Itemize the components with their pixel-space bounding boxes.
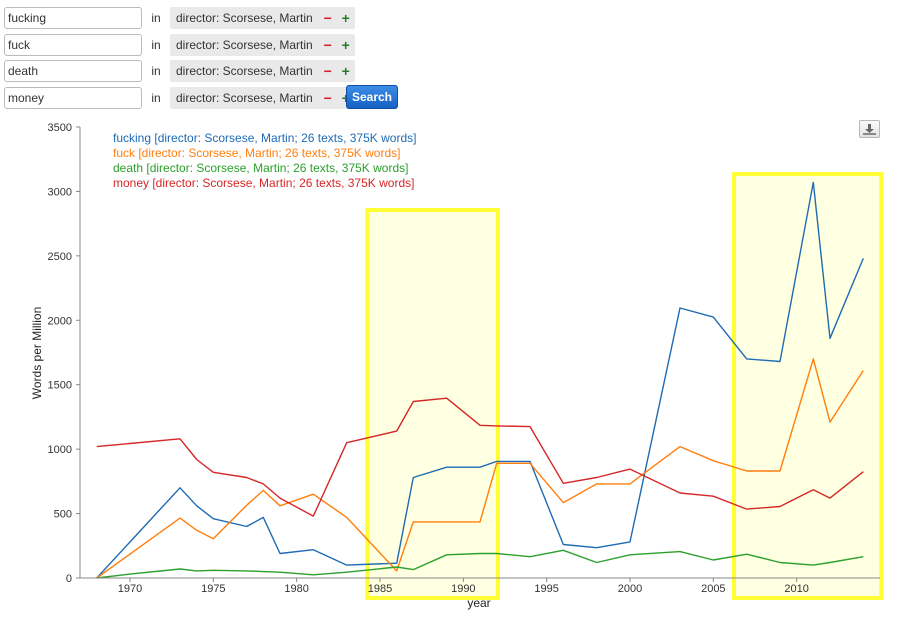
context-selector[interactable]: director: Scorsese, Martin − + [170, 60, 355, 82]
add-row-button[interactable]: + [341, 10, 350, 26]
y-tick-label: 0 [66, 573, 72, 585]
series-line [96, 181, 864, 579]
download-button[interactable] [859, 120, 880, 138]
context-selector[interactable]: director: Scorsese, Martin − + [170, 87, 355, 109]
series-line [96, 358, 864, 579]
add-row-button[interactable]: + [341, 63, 350, 79]
in-label: in [151, 64, 161, 78]
context-selector[interactable]: director: Scorsese, Martin − + [170, 7, 355, 29]
x-tick-label: 1980 [284, 583, 308, 595]
legend-entry: money [director: Scorsese, Martin; 26 te… [113, 176, 414, 190]
in-label: in [151, 91, 161, 105]
remove-row-button[interactable]: − [323, 90, 332, 106]
search-term-input[interactable] [4, 34, 142, 56]
search-term-input[interactable] [4, 60, 142, 82]
highlight-box [365, 208, 501, 600]
y-tick-label: 1000 [48, 444, 72, 456]
x-tick-label: 1975 [201, 583, 225, 595]
context-label: director: Scorsese, Martin [176, 38, 313, 52]
series-line [96, 397, 864, 517]
in-label: in [151, 38, 161, 52]
query-row: in director: Scorsese, Martin − + [4, 60, 355, 82]
x-tick-label: 1995 [534, 583, 558, 595]
y-axis-label: Words per Million [30, 307, 44, 399]
x-tick-label: 1985 [368, 583, 392, 595]
x-axis-label: year [467, 596, 490, 610]
search-term-input[interactable] [4, 7, 142, 29]
x-tick-label: 2010 [784, 583, 808, 595]
legend-entry: fucking [director: Scorsese, Martin; 26 … [113, 131, 416, 145]
query-row: in director: Scorsese, Martin − + [4, 34, 355, 56]
remove-row-button[interactable]: − [323, 37, 332, 53]
context-label: director: Scorsese, Martin [176, 11, 313, 25]
query-row: in director: Scorsese, Martin − + [4, 7, 355, 29]
context-label: director: Scorsese, Martin [176, 64, 313, 78]
add-row-button[interactable]: + [341, 37, 350, 53]
x-tick-label: 1990 [451, 583, 475, 595]
x-tick-label: 1970 [118, 583, 142, 595]
y-tick-label: 2000 [48, 315, 72, 327]
remove-row-button[interactable]: − [323, 63, 332, 79]
context-selector[interactable]: director: Scorsese, Martin − + [170, 34, 355, 56]
y-tick-label: 3500 [48, 122, 72, 134]
context-label: director: Scorsese, Martin [176, 91, 313, 105]
download-icon [863, 124, 876, 135]
in-label: in [151, 11, 161, 25]
legend-entry: fuck [director: Scorsese, Martin; 26 tex… [113, 146, 400, 160]
x-tick-label: 2005 [701, 583, 725, 595]
search-button[interactable]: Search [346, 85, 398, 109]
y-tick-label: 2500 [48, 251, 72, 263]
remove-row-button[interactable]: − [323, 10, 332, 26]
y-tick-label: 500 [54, 509, 72, 521]
y-tick-label: 3000 [48, 186, 72, 198]
series-line [96, 549, 864, 579]
query-row: in director: Scorsese, Martin − + [4, 87, 355, 109]
search-term-input[interactable] [4, 87, 142, 109]
y-tick-label: 1500 [48, 380, 72, 392]
legend-entry: death [director: Scorsese, Martin; 26 te… [113, 161, 408, 175]
add-row-button[interactable]: + [337, 87, 355, 109]
x-tick-label: 2000 [618, 583, 642, 595]
highlight-box [732, 172, 884, 600]
